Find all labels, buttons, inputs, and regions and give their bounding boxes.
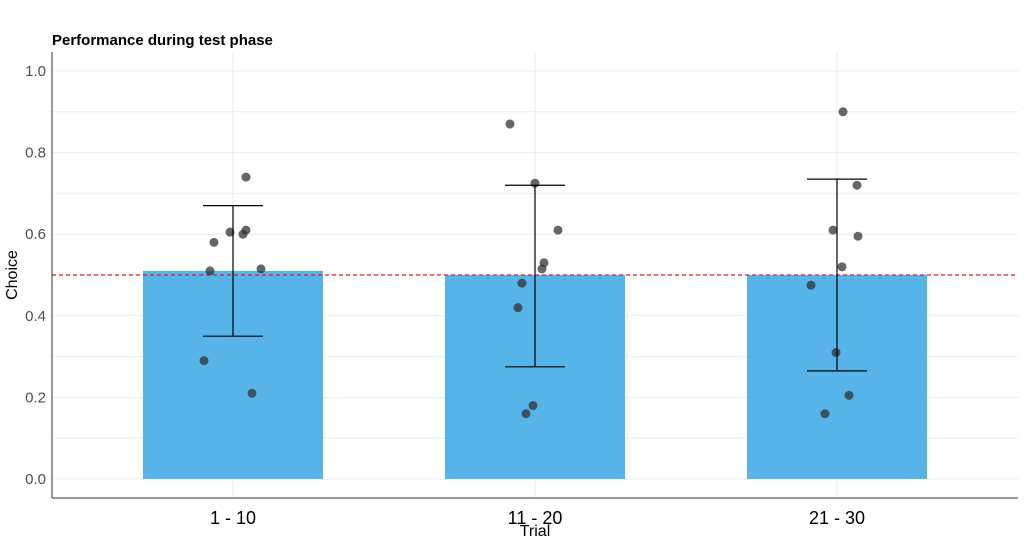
y-tick-label: 0.8 — [25, 145, 46, 162]
x-axis-label: Trial — [520, 523, 551, 540]
data-points — [199, 107, 863, 419]
x-ticks: 1 - 10 11 - 20 21 - 30 — [210, 508, 865, 528]
data-point — [844, 390, 854, 400]
y-ticks: 0.0 0.2 0.4 0.6 0.8 1.0 — [25, 63, 46, 488]
data-point — [852, 180, 862, 190]
y-tick-label: 0.4 — [25, 308, 46, 325]
y-tick-label: 0.2 — [25, 389, 46, 406]
y-tick-label: 0.0 — [25, 471, 46, 488]
data-point — [537, 264, 547, 274]
x-tick-label: 21 - 30 — [809, 508, 865, 528]
data-point — [837, 262, 847, 272]
data-point — [806, 280, 816, 290]
data-point — [521, 409, 531, 419]
axes — [51, 52, 1018, 499]
data-point — [528, 401, 538, 411]
y-tick-label: 1.0 — [25, 63, 46, 80]
data-point — [238, 229, 248, 239]
data-point — [209, 237, 219, 247]
data-point — [256, 264, 266, 274]
data-point — [247, 388, 257, 398]
y-axis-label: Choice — [4, 250, 21, 300]
data-point — [225, 227, 235, 237]
data-point — [831, 348, 841, 358]
data-point — [513, 303, 523, 313]
y-tick-label: 0.6 — [25, 226, 46, 243]
data-point — [838, 107, 848, 117]
data-point — [199, 356, 209, 366]
data-point — [241, 172, 251, 182]
error-bars — [203, 178, 867, 372]
x-tick-label: 1 - 10 — [210, 508, 256, 528]
data-point — [820, 409, 830, 419]
chart-title: Performance during test phase — [52, 32, 273, 49]
data-point — [517, 278, 527, 288]
data-point — [828, 225, 838, 235]
data-point — [505, 119, 515, 129]
x-tick-label: 11 - 20 — [508, 508, 563, 528]
data-point — [553, 225, 563, 235]
data-point — [853, 231, 863, 241]
data-point — [205, 266, 215, 276]
